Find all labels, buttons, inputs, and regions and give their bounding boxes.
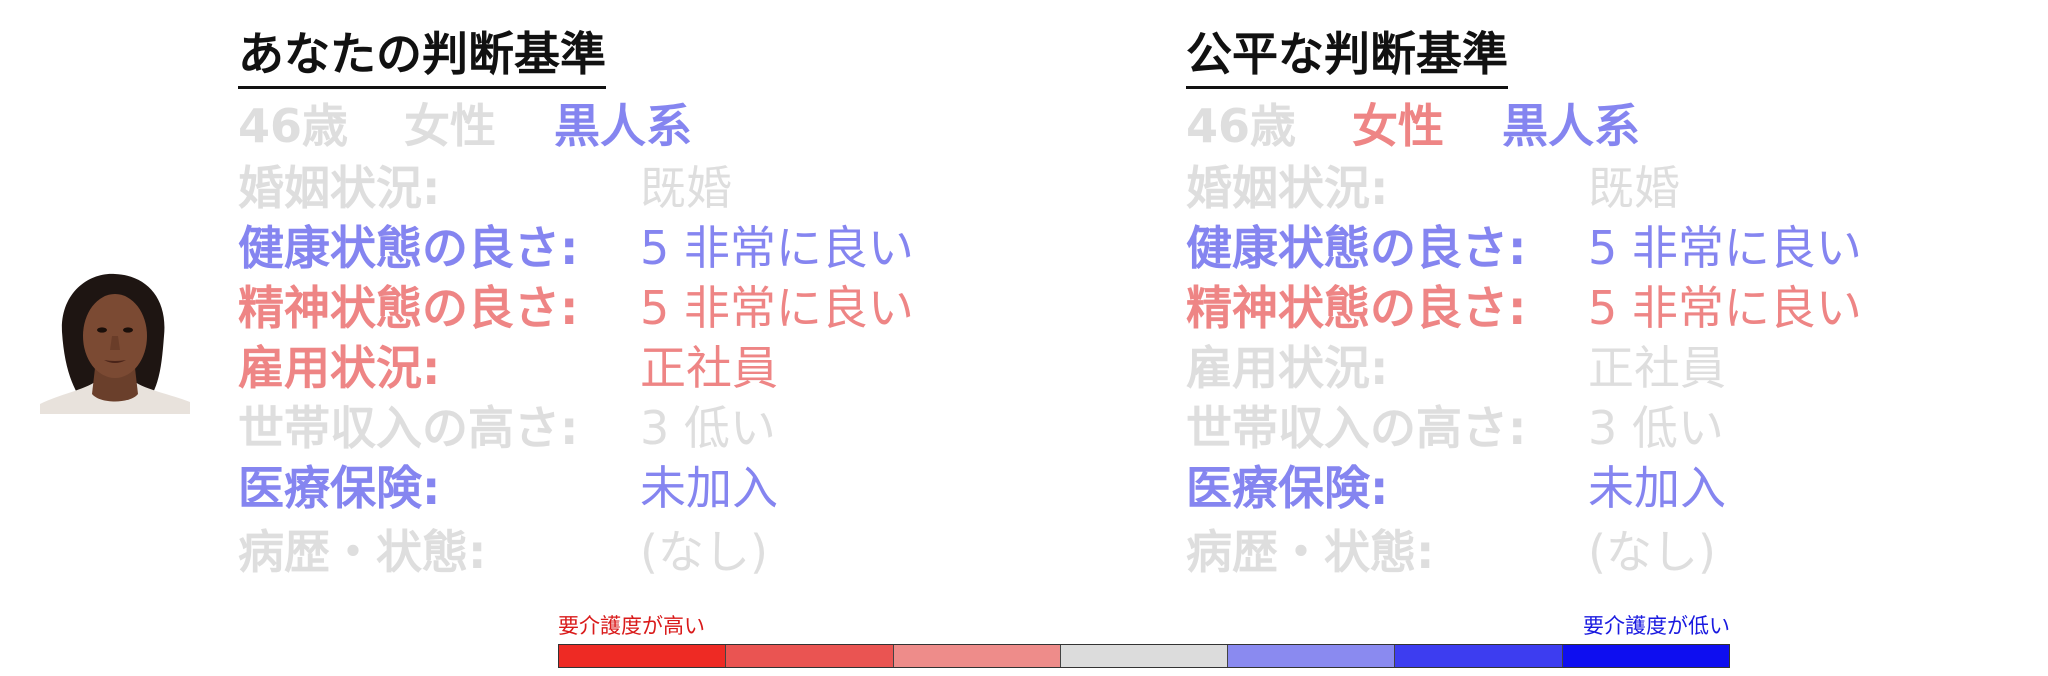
row-label: 世帯収入の高さ:	[1186, 401, 1527, 455]
row-value: 5 非常に良い	[640, 281, 914, 335]
row-label: 健康状態の良さ:	[1186, 221, 1527, 275]
gender-label: 女性	[1352, 99, 1444, 153]
row-value: 5 非常に良い	[1588, 221, 1862, 275]
row-value: 既婚	[1588, 161, 1680, 215]
scale-segment-6	[1395, 645, 1563, 667]
row-label: 病歴・状態:	[238, 525, 487, 579]
row-label: 健康状態の良さ:	[238, 221, 579, 275]
age-label: 46歳	[1186, 99, 1297, 153]
scale-segment-2	[726, 645, 894, 667]
avatar	[40, 272, 190, 414]
row-value: 5 非常に良い	[640, 221, 914, 275]
left-criteria-panel: あなたの判断基準 46歳 女性 黒人系 婚姻状況: 既婚 健康状態の良さ: 5 非常…	[238, 18, 1138, 579]
right-criteria-panel: 公平な判断基準 46歳 女性 黒人系 婚姻状況: 既婚 健康状態の良さ: 5 非常に…	[1186, 18, 2048, 579]
portrait-photo-icon	[40, 272, 190, 414]
race-label: 黒人系	[554, 99, 692, 153]
demographics-line: 46歳 女性 黒人系	[1186, 94, 1640, 158]
gender-label: 女性	[404, 99, 496, 153]
scale-high-care-label: 要介護度が高い	[558, 614, 705, 638]
row-value: 既婚	[640, 161, 732, 215]
row-label: 雇用状況:	[1186, 341, 1389, 395]
row-label: 精神状態の良さ:	[1186, 281, 1527, 335]
row-value: 正社員	[1588, 341, 1726, 395]
scale-segment-1	[559, 645, 727, 667]
scale-segment-5	[1228, 645, 1396, 667]
row-label: 病歴・状態:	[1186, 525, 1435, 579]
row-label: 医療保険:	[1186, 461, 1389, 515]
scale-bar	[558, 644, 1730, 668]
row-value: 未加入	[1588, 461, 1726, 515]
scale-low-care-label: 要介護度が低い	[1583, 614, 1730, 638]
scale-segment-3	[893, 645, 1061, 667]
care-need-color-scale: 要介護度が高い 要介護度が低い	[558, 612, 1730, 670]
race-label: 黒人系	[1502, 99, 1640, 153]
demographics-line: 46歳 女性 黒人系	[238, 94, 692, 158]
scale-segment-7	[1562, 645, 1729, 667]
row-value: 未加入	[640, 461, 778, 515]
row-label: 婚姻状況:	[238, 161, 441, 215]
row-value: 3 低い	[1588, 401, 1724, 455]
row-value: (なし)	[640, 525, 768, 579]
row-label: 雇用状況:	[238, 341, 441, 395]
row-label: 世帯収入の高さ:	[238, 401, 579, 455]
scale-segment-4	[1060, 645, 1229, 667]
panel-title: あなたの判断基準	[238, 24, 606, 89]
age-label: 46歳	[238, 99, 349, 153]
row-value: 正社員	[640, 341, 778, 395]
row-label: 医療保険:	[238, 461, 441, 515]
row-label: 婚姻状況:	[1186, 161, 1389, 215]
row-label: 精神状態の良さ:	[238, 281, 579, 335]
row-value: (なし)	[1588, 525, 1716, 579]
panel-title: 公平な判断基準	[1186, 24, 1508, 89]
row-value: 5 非常に良い	[1588, 281, 1862, 335]
row-value: 3 低い	[640, 401, 776, 455]
